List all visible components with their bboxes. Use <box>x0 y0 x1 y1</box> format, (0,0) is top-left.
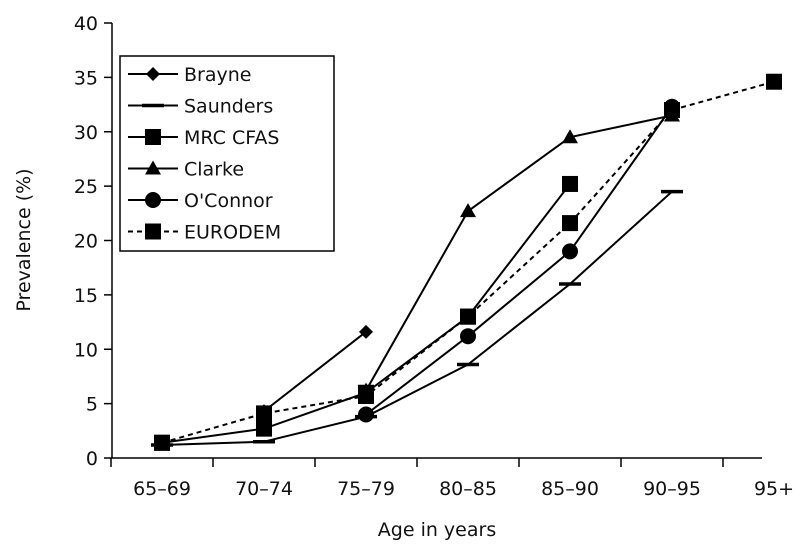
point-mrc-cfas-70-74 <box>256 420 272 437</box>
y-tick-label-15: 15 <box>74 285 98 307</box>
x-axis-title: Age in years <box>378 519 496 541</box>
x-tick-label-65-69: 65–69 <box>133 478 191 500</box>
point-o-connor-85-90 <box>562 243 578 260</box>
y-tick-label-25: 25 <box>74 176 98 198</box>
legend-entry-clarke: Clarke <box>128 159 244 181</box>
legend-label-eurodem: EURODEM <box>184 222 281 244</box>
point-eurodem-75-79 <box>358 388 374 405</box>
legend-entry-eurodem: EURODEM <box>128 222 281 244</box>
point-eurodem-65-69 <box>154 434 170 451</box>
point-eurodem-80-85 <box>460 308 476 325</box>
legend-marker-brayne <box>146 67 160 81</box>
y-tick-label-30: 30 <box>74 122 98 144</box>
point-eurodem-85-90 <box>562 215 578 232</box>
x-tick-label-85-90: 85–90 <box>541 478 599 500</box>
segment-point-brayne <box>257 404 271 419</box>
x-tick-label-80-85: 80–85 <box>439 478 497 500</box>
legend-label-mrc-cfas: MRC CFAS <box>184 127 279 149</box>
x-tick-label-70-74: 70–74 <box>235 478 293 500</box>
legend-label-clarke: Clarke <box>184 159 244 181</box>
point-o-connor-80-85 <box>460 328 476 345</box>
series-line-saunders <box>161 190 673 446</box>
y-tick-label-20: 20 <box>74 231 98 253</box>
legend-box <box>119 55 335 252</box>
point-mrc-cfas-85-90 <box>562 175 578 192</box>
legend-marker-clarke <box>145 160 161 175</box>
series-layer <box>151 73 782 451</box>
x-tick-label-75-79: 75–79 <box>337 478 395 500</box>
y-tick-label-5: 5 <box>86 394 98 416</box>
y-tick-label-0: 0 <box>86 448 98 470</box>
series-o-connor <box>358 98 680 423</box>
legend-marker-o-connor <box>145 192 161 208</box>
y-tick-label-10: 10 <box>74 339 98 361</box>
legend-entry-saunders: Saunders <box>128 96 273 118</box>
legend: Brayne Saunders MRC CFAS Clarke O'Connor EURO… <box>119 55 335 252</box>
legend-entry-mrc-cfas: MRC CFAS <box>128 127 279 149</box>
series-line-clarke <box>365 114 673 392</box>
legend-label-saunders: Saunders <box>184 96 273 118</box>
point-clarke-85-90 <box>562 129 578 144</box>
series-line-o-connor <box>365 106 673 416</box>
point-clarke-80-85 <box>460 203 476 218</box>
legend-marker-eurodem <box>145 223 161 240</box>
y-axis-title: Prevalence (%) <box>13 168 35 311</box>
y-tick-label-40: 40 <box>74 13 98 35</box>
point-eurodem-95 <box>766 73 782 90</box>
legend-label-brayne: Brayne <box>184 64 251 86</box>
x-tick-label-95: 95+ <box>754 478 794 500</box>
point-eurodem-90-95 <box>664 102 680 118</box>
y-tick-label-35: 35 <box>74 67 98 89</box>
point-o-connor-75-79 <box>358 406 374 423</box>
legend-label-o-connor: O'Connor <box>184 190 273 212</box>
segment-brayne-0 <box>257 331 367 419</box>
series-clarke <box>358 107 680 397</box>
axes: 0 5 10 15 20 25 30 35 40 65–69 70–74 75–79 80–85 85–9… <box>74 13 794 500</box>
legend-marker-mrc-cfas <box>145 129 161 145</box>
legend-entry-o-connor: O'Connor <box>128 190 273 212</box>
legend-entry-brayne: Brayne <box>128 64 251 86</box>
x-tick-label-90-95: 90–95 <box>643 478 701 500</box>
segment-line-brayne <box>263 331 367 413</box>
